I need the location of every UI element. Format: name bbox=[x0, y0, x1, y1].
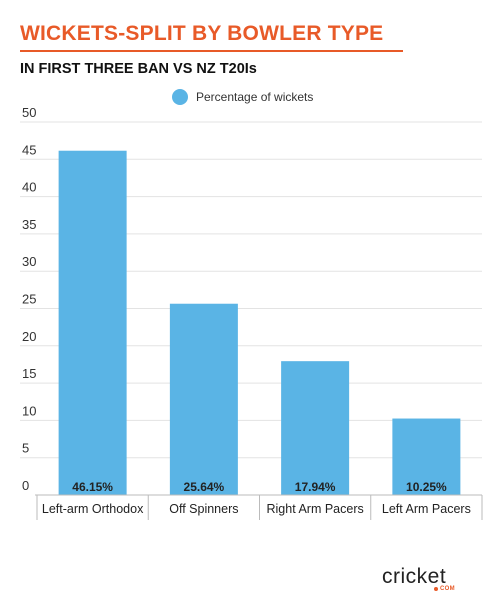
y-tick-label-5: 5 bbox=[22, 441, 29, 456]
bar-2 bbox=[281, 361, 350, 495]
legend-label: Percentage of wickets bbox=[196, 90, 313, 104]
data-label-2: 17.94% bbox=[295, 480, 336, 494]
bar-0 bbox=[58, 150, 127, 495]
y-tick-label-25: 25 bbox=[22, 292, 36, 307]
y-tick-label-10: 10 bbox=[22, 403, 36, 418]
y-tick-label-30: 30 bbox=[22, 254, 36, 269]
data-label-1: 25.64% bbox=[184, 480, 225, 494]
y-tick-label-35: 35 bbox=[22, 217, 36, 232]
brand-logo: cricket COM bbox=[382, 565, 455, 596]
logo-dot-icon bbox=[434, 587, 438, 591]
x-tick-label-3: Left Arm Pacers bbox=[382, 502, 471, 516]
y-tick-label-40: 40 bbox=[22, 180, 36, 195]
data-label-0: 46.15% bbox=[72, 480, 113, 494]
logo-subtext: COM bbox=[440, 586, 455, 592]
x-tick-label-1: Off Spinners bbox=[169, 502, 238, 516]
y-tick-label-45: 45 bbox=[22, 142, 36, 157]
bar-chart: 0 5 10 15 20 25 30 35 40 45 50 46.15% 25.64% 17.94% 10… bbox=[20, 89, 483, 520]
y-tick-label-15: 15 bbox=[22, 366, 36, 381]
y-tick-label-20: 20 bbox=[22, 329, 36, 344]
legend-marker bbox=[172, 89, 188, 105]
y-tick-label-0: 0 bbox=[22, 478, 29, 493]
bar-1 bbox=[169, 303, 238, 495]
y-tick-label-50: 50 bbox=[22, 105, 36, 120]
x-tick-label-2: Right Arm Pacers bbox=[266, 502, 363, 516]
data-label-3: 10.25% bbox=[406, 480, 447, 494]
bar-3 bbox=[392, 418, 461, 495]
chart-title: WICKETS-SPLIT BY BOWLER TYPE bbox=[20, 22, 384, 45]
chart-subtitle: IN FIRST THREE BAN VS NZ T20Is bbox=[20, 61, 257, 77]
x-tick-label-0: Left-arm Orthodox bbox=[42, 502, 144, 516]
logo-wordmark: cricket bbox=[382, 565, 447, 588]
title-underline bbox=[20, 50, 403, 52]
